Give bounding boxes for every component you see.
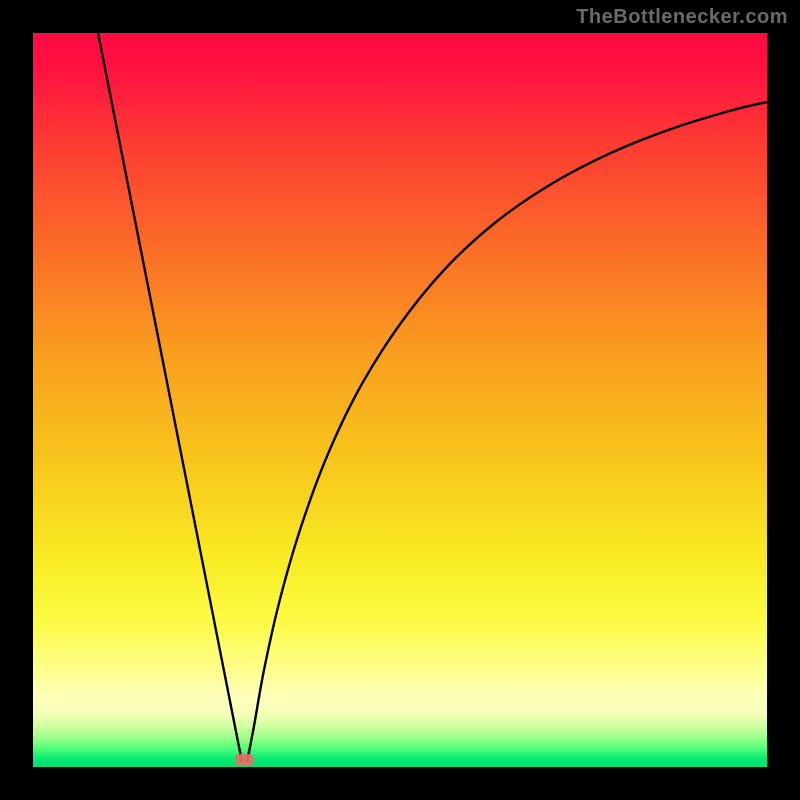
watermark-text: TheBottlenecker.com [576,6,788,29]
plot-area [33,33,767,767]
curve-right-branch [247,102,767,762]
min-marker [235,754,253,766]
chart-container: TheBottlenecker.com [0,0,800,800]
curve-left-branch [98,33,242,762]
curve-layer [33,33,767,767]
